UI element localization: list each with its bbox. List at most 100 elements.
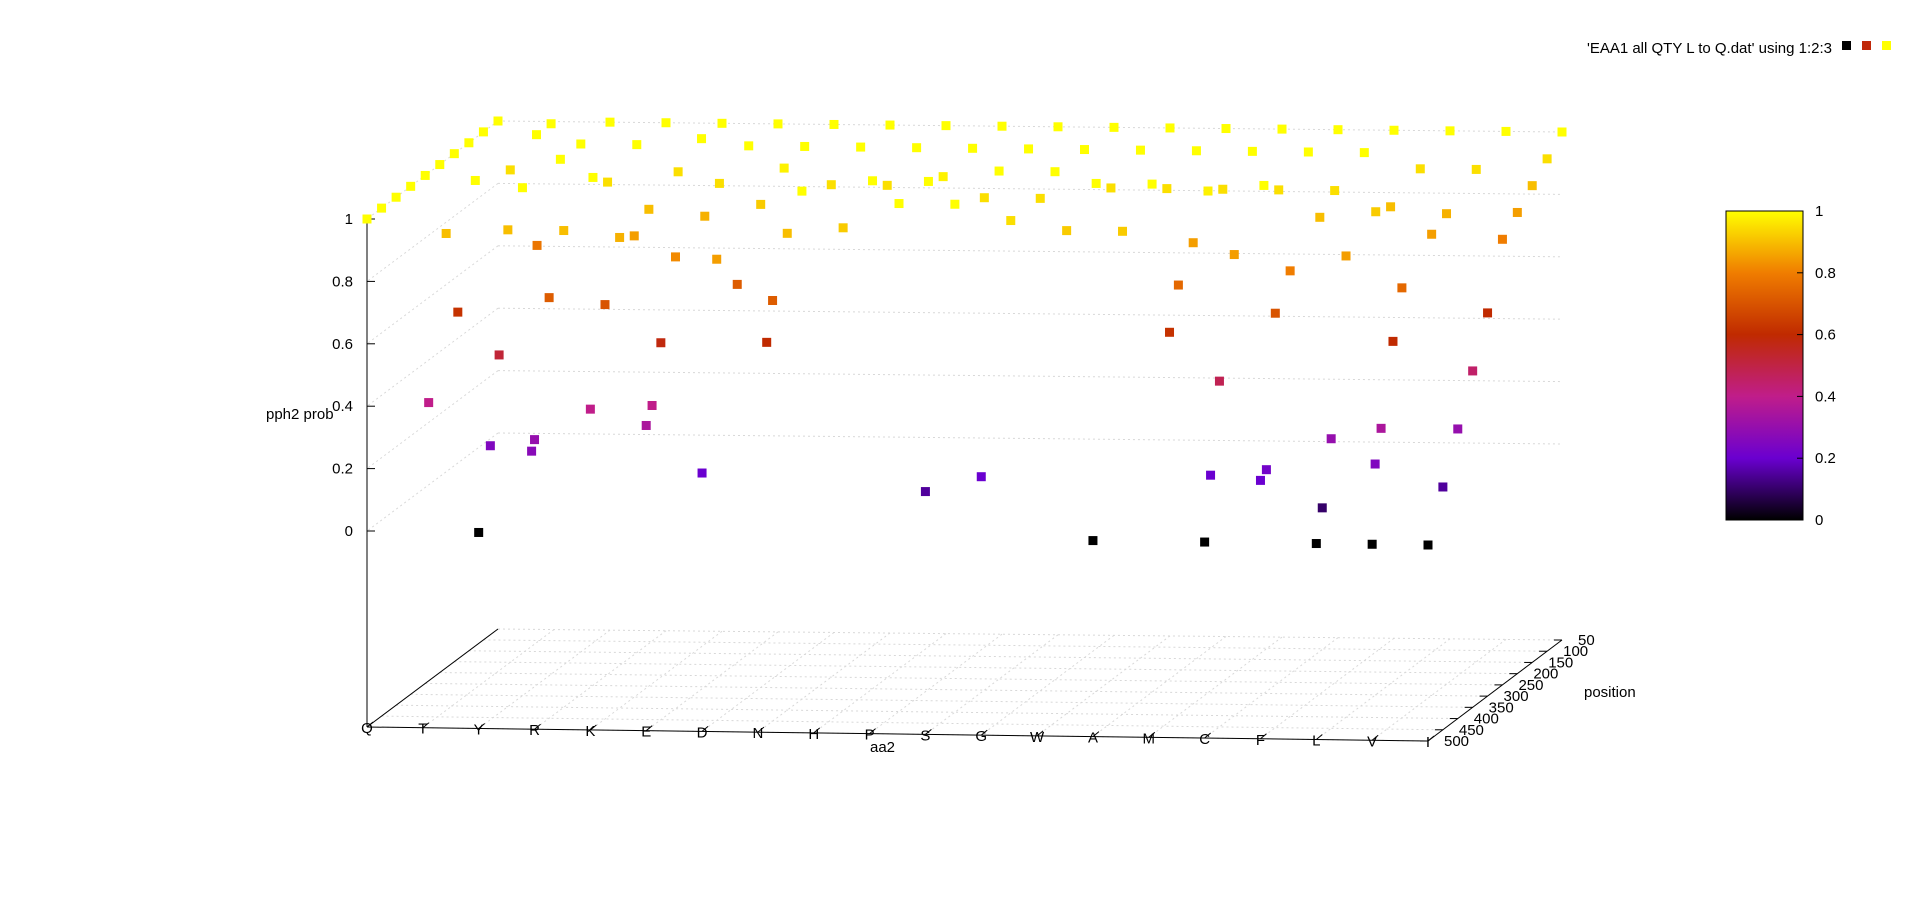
data-point: [882, 180, 892, 190]
data-point: [800, 141, 810, 151]
data-point: [585, 404, 595, 414]
data-point: [505, 165, 515, 175]
floor-grid-line: [478, 629, 611, 729]
data-point: [829, 119, 839, 129]
x-tick-label: T: [418, 721, 427, 738]
data-point: [923, 176, 933, 186]
data-point: [1247, 146, 1257, 156]
legend-swatch: [1842, 41, 1851, 50]
data-point: [1285, 266, 1295, 276]
data-point: [1203, 186, 1213, 196]
x-tick-mark: [422, 722, 430, 729]
data-point: [1471, 164, 1481, 174]
data-point: [773, 119, 783, 129]
floor-grid-line: [813, 633, 947, 734]
data-point: [1118, 226, 1128, 236]
data-point: [517, 183, 527, 193]
axis-labels: pph2 prob aa2 position Q T Y R K E D N H P S G W A M C F…: [266, 211, 1636, 756]
y-axis-line: [1427, 639, 1563, 742]
data-point: [732, 279, 742, 289]
floor-left-edge: [366, 628, 499, 728]
data-point: [920, 487, 930, 497]
x-tick-mark: [757, 726, 765, 733]
data-point: [1326, 434, 1336, 444]
data-point: [700, 211, 710, 221]
data-point: [1024, 144, 1034, 154]
data-point: [555, 154, 565, 164]
x-tick-mark: [1315, 734, 1323, 740]
data-point: [1091, 178, 1101, 188]
data-point: [1261, 465, 1271, 475]
x-tick-label: Q: [361, 720, 373, 737]
data-point: [1062, 226, 1072, 236]
data-point: [494, 350, 504, 360]
x-tick-label: R: [529, 722, 540, 739]
x-tick-label: G: [975, 728, 987, 745]
data-point: [779, 163, 789, 173]
data-point: [1188, 238, 1198, 248]
floor-grid-line: [645, 631, 779, 732]
data-point: [559, 226, 569, 236]
wall-grid-line: [497, 120, 1563, 133]
data-point: [1423, 540, 1433, 550]
colorbar-tick-label: 0.4: [1815, 388, 1836, 405]
data-point: [576, 139, 586, 149]
data-point: [941, 121, 951, 131]
data-point: [629, 231, 639, 241]
data-point: [1315, 212, 1325, 222]
data-point: [1442, 209, 1452, 219]
x-tick-label: S: [920, 727, 930, 744]
data-point: [1200, 537, 1210, 547]
data-point: [1341, 251, 1351, 261]
data-point: [1389, 125, 1399, 135]
data-point: [1229, 250, 1239, 260]
y-tick-label: 50: [1578, 632, 1595, 649]
data-point: [1376, 423, 1386, 433]
data-point: [1453, 424, 1463, 434]
data-point: [768, 296, 778, 306]
data-point: [362, 214, 372, 224]
data-point: [1359, 148, 1369, 158]
wall-grid-line: [497, 432, 1563, 445]
x-tick-label: V: [1367, 733, 1377, 750]
x-tick-label: W: [1030, 729, 1045, 746]
floor-grid-line: [1260, 637, 1395, 740]
x-tick-mark: [701, 726, 709, 732]
data-point: [1147, 179, 1157, 189]
data-point: [826, 180, 836, 190]
z-tick-label: 0: [345, 523, 353, 540]
floor-grid-line: [1092, 636, 1227, 737]
data-point: [1542, 154, 1552, 164]
data-point: [435, 160, 445, 170]
grid-layer: [366, 120, 1563, 742]
data-point: [1501, 126, 1511, 136]
x-tick-mark: [1371, 734, 1379, 741]
data-point: [1270, 308, 1280, 318]
data-point: [420, 170, 430, 180]
data-point: [670, 252, 680, 262]
data-point: [485, 441, 495, 451]
data-point: [544, 293, 554, 303]
data-point: [470, 175, 480, 185]
floor-grid-line: [980, 634, 1115, 736]
data-point: [603, 177, 613, 187]
floor-grid-line: [925, 634, 1059, 735]
data-point: [1483, 308, 1493, 318]
x-tick-label: K: [585, 723, 595, 740]
data-point: [1035, 193, 1045, 203]
data-point: [1221, 124, 1231, 134]
floor-grid-line: [701, 632, 835, 732]
y-tick-label: 500: [1444, 733, 1469, 750]
floor-grid-line: [454, 661, 1518, 675]
data-point: [838, 223, 848, 233]
data-point: [968, 143, 978, 153]
data-point: [1527, 181, 1537, 191]
data-point: [424, 398, 434, 408]
y-tick-label: 100: [1563, 643, 1588, 660]
z-tick-label: 1: [345, 211, 353, 228]
data-point: [600, 300, 610, 310]
floor-grid-line: [534, 630, 667, 730]
data-point: [894, 199, 904, 209]
x-tick-mark: [980, 729, 988, 736]
x-tick-mark: [813, 727, 821, 734]
